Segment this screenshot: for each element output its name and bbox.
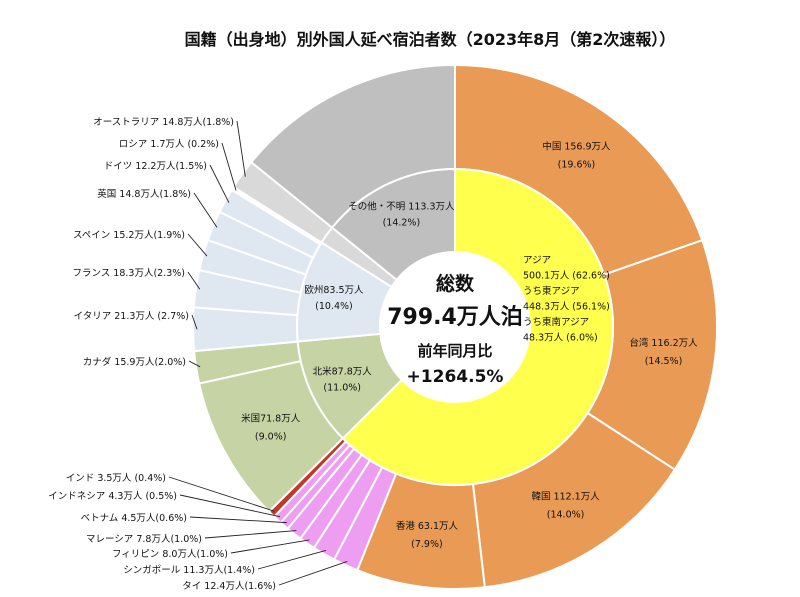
- center-yoy-label: 前年同月比: [417, 342, 492, 360]
- outer-label-1: 台湾 116.2万人 (14.5%): [629, 337, 698, 367]
- outer-label-17: 英国 14.8万人(1.8%): [97, 188, 191, 200]
- outer-label-6: フィリピン 8.0万人(1.0%): [112, 549, 228, 560]
- leader-line-4: [278, 561, 348, 586]
- outer-label-12-line: (9.0%): [255, 432, 287, 443]
- leader-line-5: [257, 549, 327, 570]
- center-yoy-value: +1264.5%: [407, 367, 504, 387]
- leader-line-13: [188, 360, 201, 368]
- outer-label-8: ベトナム 4.5万人(0.6%): [81, 513, 187, 524]
- leader-line-20: [236, 120, 246, 177]
- center-total-value: 799.4万人泊: [387, 305, 523, 330]
- inner-label-0-line: 500.1万人 (62.6%): [523, 271, 610, 282]
- inner-label-0-line: 48.3万人 (6.0%): [523, 333, 598, 344]
- labels: アジア 500.1万人 (62.6%) うち東アジア 448.3万人 (56.1%) う…: [48, 117, 698, 592]
- outer-label-20: オーストラリア 14.8万人(1.8%): [93, 117, 234, 128]
- outer-label-12: 米国71.8万人 (9.0%): [241, 413, 301, 443]
- leader-line-18: [209, 164, 230, 203]
- leader-line-8: [189, 516, 287, 524]
- inner-label-0-line: アジア: [523, 255, 551, 266]
- outer-label-2-line: (14.0%): [547, 510, 585, 521]
- outer-label-0-line: (19.6%): [558, 160, 596, 171]
- inner-slice-4: [330, 167, 456, 282]
- outer-label-5: シンガポール 11.3万人(1.4%): [123, 565, 255, 576]
- leader-line-19: [221, 142, 237, 191]
- inner-label-0: アジア 500.1万人 (62.6%) うち東アジア 448.3万人 (56.1%) う…: [523, 255, 610, 344]
- outer-label-4: タイ 12.4万人(1.6%): [182, 581, 276, 592]
- center-total-label: 総数: [436, 272, 475, 295]
- leader-line-9: [179, 494, 281, 518]
- outer-label-2: 韓国 112.1万人 (14.0%): [531, 492, 600, 521]
- inner-label-2-line: 欧州83.5万人: [304, 284, 364, 296]
- leader-line-10: [168, 476, 275, 512]
- inner-label-2: 欧州83.5万人 (10.4%): [304, 284, 364, 312]
- outer-label-16: スペイン 15.2万人(1.9%): [73, 230, 185, 241]
- outer-label-2-line: 韓国 112.1万人: [531, 492, 600, 503]
- outer-label-10: インド 3.5万人 (0.4%): [66, 473, 166, 484]
- inner-label-0-line: うち東アジア: [523, 285, 580, 297]
- leader-line-17: [193, 192, 218, 228]
- inner-label-0-line: うち東南アジア: [523, 316, 589, 328]
- outer-label-0-line: 中国 156.9万人: [542, 141, 611, 153]
- leader-line-6: [230, 539, 310, 554]
- outer-label-3-line: (7.9%): [411, 539, 443, 550]
- inner-label-4-line: (14.2%): [383, 218, 421, 229]
- outer-label-13: カナダ 15.9万人(2.0%): [83, 356, 186, 368]
- inner-label-4-line: その他・不明 113.3万人: [348, 201, 455, 213]
- outer-label-15: フランス 18.3万人(2.3%): [72, 268, 185, 279]
- inner-label-0-line: 448.3万人 (56.1%): [523, 302, 610, 313]
- inner-label-4: その他・不明 113.3万人 (14.2%): [348, 201, 455, 229]
- outer-label-3-line: 香港 63.1万人: [396, 520, 459, 532]
- inner-label-1-line: (11.0%): [323, 383, 361, 394]
- outer-label-19: ロシア 1.7万人 (0.2%): [119, 139, 219, 150]
- leader-line-14: [191, 314, 198, 330]
- leader-line-16: [187, 233, 208, 257]
- outer-label-18: ドイツ 12.2万人(1.5%): [104, 161, 207, 172]
- leader-line-7: [204, 530, 297, 539]
- leader-line-15: [187, 271, 201, 290]
- outer-label-9: インドネシア 4.3万人 (0.5%): [48, 491, 177, 502]
- inner-label-1-line: 北米87.8万人: [313, 366, 373, 378]
- outer-label-0: 中国 156.9万人 (19.6%): [542, 141, 611, 171]
- inner-label-2-line: (10.4%): [315, 301, 353, 312]
- outer-label-14: イタリア 21.3万人 (2.7%): [74, 311, 189, 322]
- outer-label-7: マレーシア 7.8万人(1.0%): [86, 534, 202, 545]
- outer-label-3: 香港 63.1万人 (7.9%): [396, 520, 459, 550]
- inner-label-1: 北米87.8万人 (11.0%): [313, 366, 373, 394]
- outer-label-1-line: 台湾 116.2万人: [629, 337, 698, 349]
- outer-label-1-line: (14.5%): [645, 356, 683, 367]
- center-hole: [380, 252, 530, 402]
- outer-label-12-line: 米国71.8万人: [241, 413, 301, 425]
- chart-title: 国籍（出身地）別外国人延べ宿泊者数（2023年8月（第2次速報））: [185, 30, 676, 49]
